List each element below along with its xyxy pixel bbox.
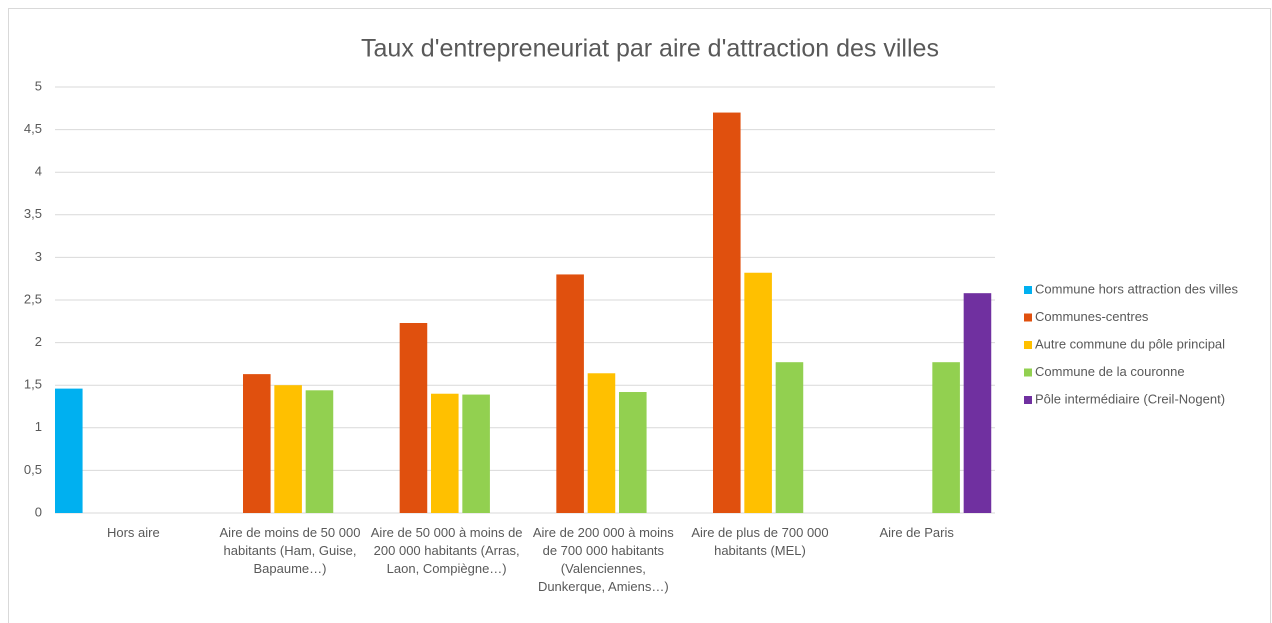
chart-border: [8, 8, 1271, 623]
legend-label: Pôle intermédiaire (Creil-Nogent): [1035, 391, 1225, 406]
bar: [963, 293, 992, 513]
bar: [243, 374, 271, 513]
y-tick-label: 1,5: [24, 377, 42, 392]
bar: [932, 362, 960, 513]
y-tick-label: 5: [35, 78, 42, 93]
legend-swatch: [1024, 341, 1032, 349]
legend-label: Commune hors attraction des villes: [1035, 281, 1239, 296]
x-tick-label: Hors aire: [106, 525, 160, 540]
bar: [713, 112, 741, 513]
y-tick-label: 2: [35, 334, 42, 349]
legend-swatch: [1024, 286, 1032, 294]
y-tick-label: 4,5: [24, 121, 42, 136]
x-tick-label: Aire de 50 000 à moins de 200 000 habita…: [370, 525, 523, 576]
x-tick-label: Aire de Paris: [879, 525, 954, 540]
y-tick-label: 2,5: [24, 291, 42, 306]
bar: [744, 272, 772, 513]
chart-title: Taux d'entrepreneuriat par aire d'attrac…: [361, 35, 939, 63]
bar: [399, 323, 428, 513]
bar: [462, 394, 490, 513]
legend-label: Communes-centres: [1035, 309, 1149, 324]
bar: [305, 390, 334, 513]
y-tick-label: 3,5: [24, 206, 42, 221]
bar: [775, 362, 804, 513]
bar: [556, 274, 584, 513]
y-tick-label: 3: [35, 249, 42, 264]
legend-label: Commune de la couronne: [1035, 364, 1185, 379]
bar: [619, 392, 647, 513]
legend-swatch: [1024, 313, 1032, 322]
bar: [587, 373, 616, 513]
x-tick-label: Aire de 200 000 à moins de 700 000 habit…: [532, 525, 674, 594]
legend-label: Autre commune du pôle principal: [1035, 336, 1225, 351]
y-tick-label: 0: [35, 504, 42, 519]
y-tick-label: 1: [35, 419, 42, 434]
y-tick-label: 0,5: [24, 462, 42, 477]
y-tick-label: 4: [35, 164, 42, 179]
bar: [274, 385, 302, 513]
legend-swatch: [1024, 396, 1032, 404]
legend-swatch: [1024, 368, 1032, 377]
x-tick-label: Aire de plus de 700 000 habitants (MEL): [691, 525, 829, 558]
bar: [55, 388, 83, 513]
bar: [431, 393, 459, 513]
x-tick-label: Aire de moins de 50 000 habitants (Ham, …: [219, 525, 361, 576]
